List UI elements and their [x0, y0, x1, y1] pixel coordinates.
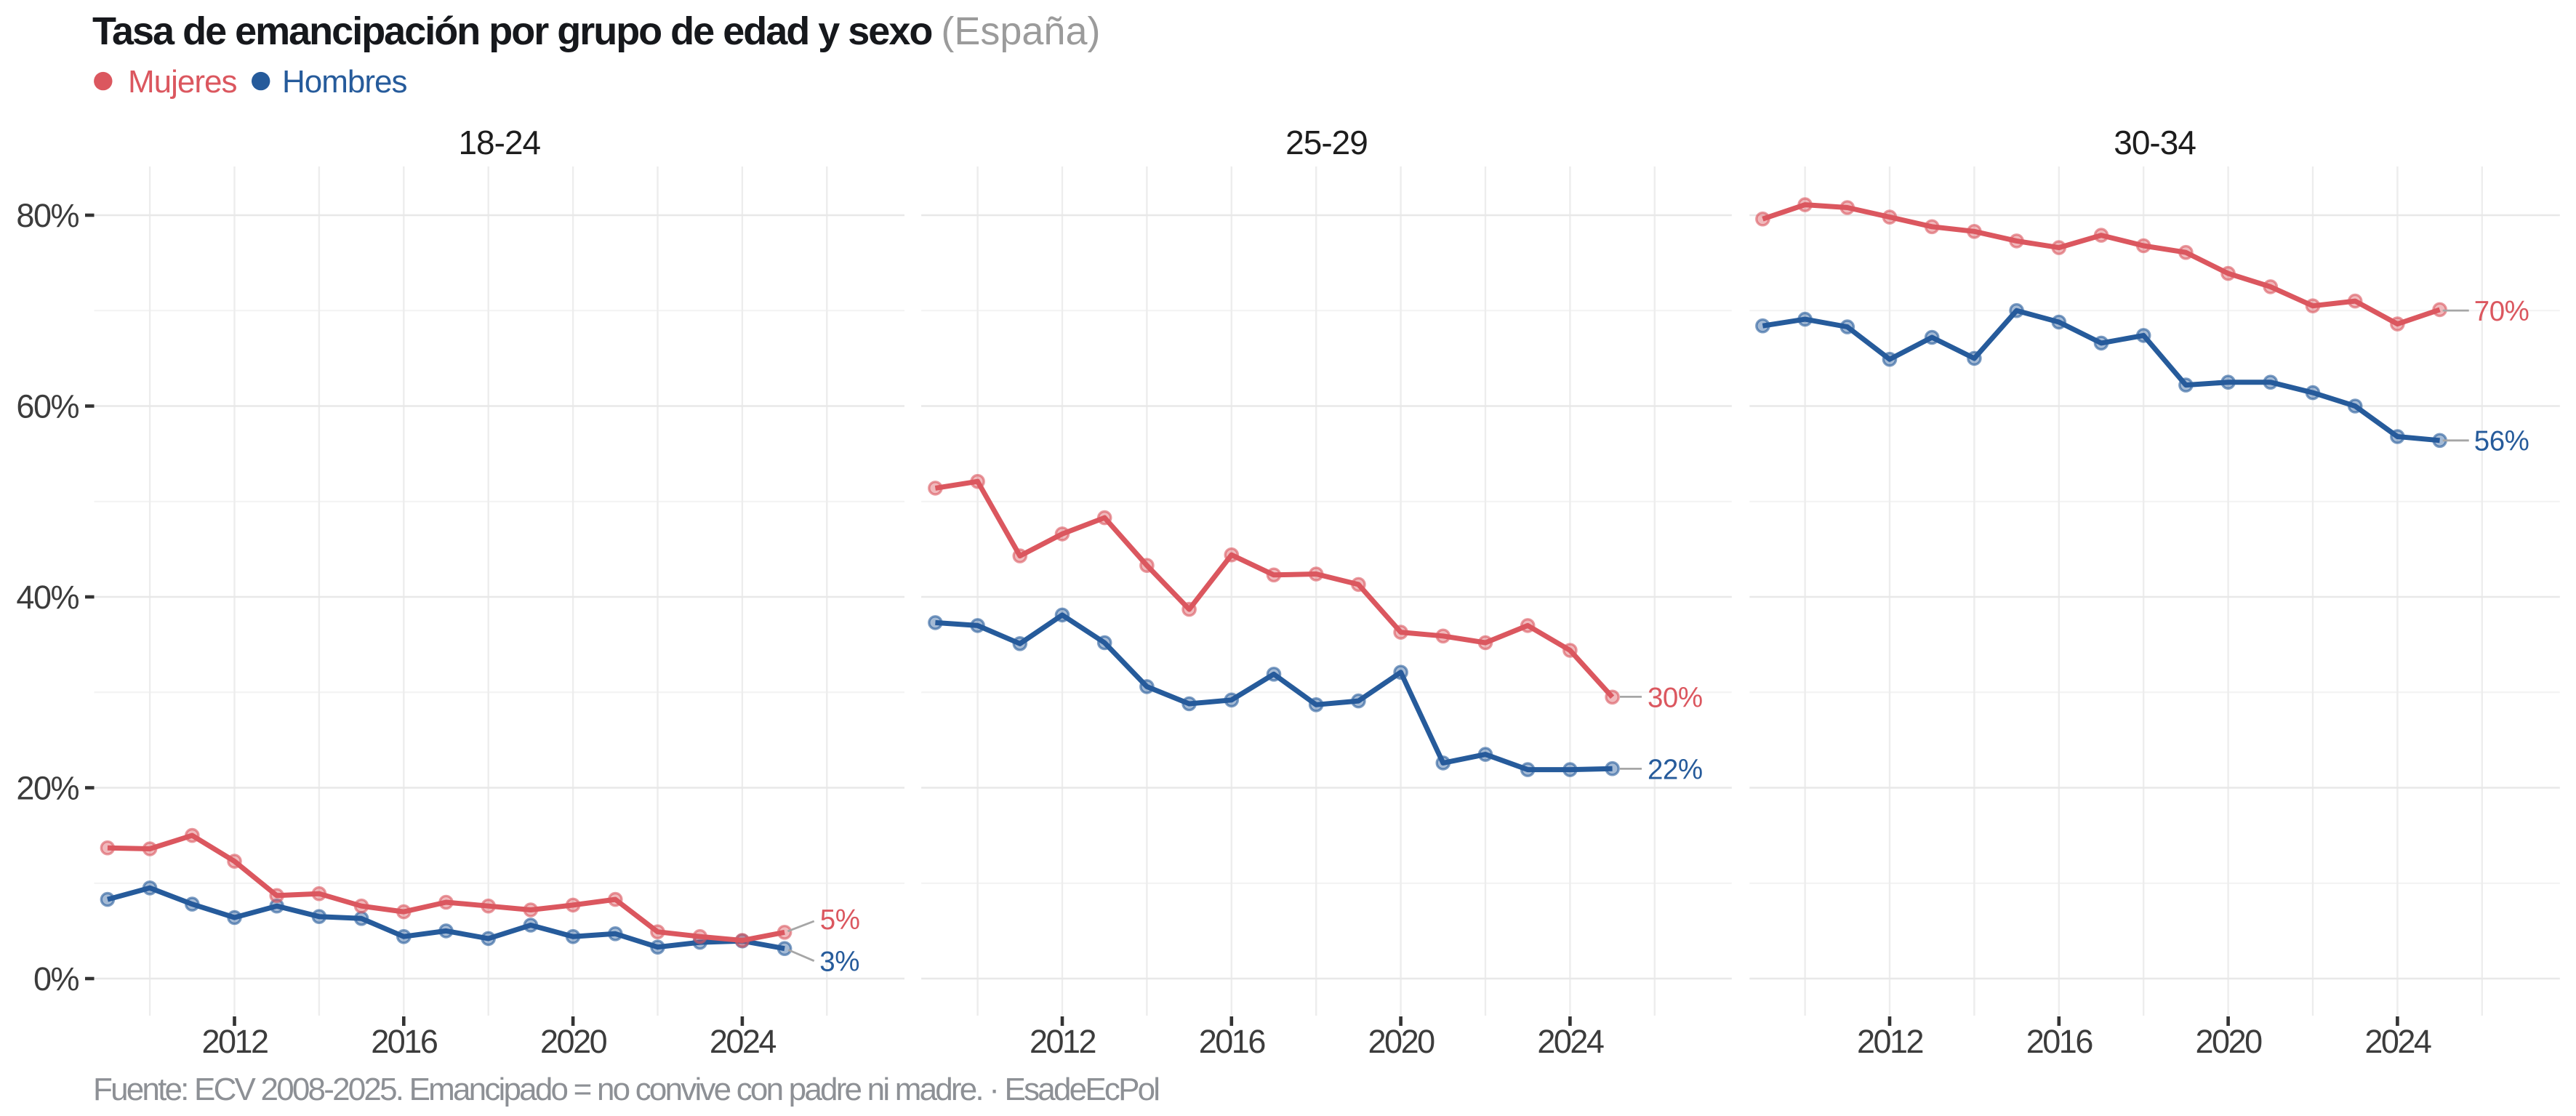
svg-text:2012: 2012	[201, 1023, 268, 1060]
svg-text:2020: 2020	[540, 1023, 607, 1060]
svg-text:70%: 70%	[2474, 296, 2529, 327]
svg-text:Fuente: ECV 2008-2025. Emancip: Fuente: ECV 2008-2025. Emancipado = no c…	[93, 1072, 1158, 1107]
svg-text:0%: 0%	[33, 960, 79, 997]
svg-text:30%: 30%	[1648, 682, 1703, 713]
svg-text:25-29: 25-29	[1285, 124, 1368, 161]
svg-text:2024: 2024	[1537, 1023, 1604, 1060]
svg-text:56%: 56%	[2474, 426, 2529, 457]
svg-text:2012: 2012	[1030, 1023, 1096, 1060]
svg-text:22%: 22%	[1648, 754, 1703, 785]
svg-text:2024: 2024	[710, 1023, 777, 1060]
svg-text:20%: 20%	[16, 770, 79, 807]
svg-text:Mujeres: Mujeres	[128, 64, 237, 100]
svg-text:60%: 60%	[16, 388, 79, 425]
svg-text:3%: 3%	[819, 947, 859, 978]
svg-text:Hombres: Hombres	[282, 64, 407, 100]
svg-text:80%: 80%	[16, 197, 79, 234]
svg-text:2020: 2020	[2196, 1023, 2263, 1060]
svg-text:2020: 2020	[1368, 1023, 1435, 1060]
svg-text:2012: 2012	[1857, 1023, 1923, 1060]
svg-text:Tasa de emancipación por grupo: Tasa de emancipación por grupo de edad y…	[92, 9, 1100, 53]
svg-text:2016: 2016	[2026, 1023, 2093, 1060]
svg-text:2016: 2016	[371, 1023, 438, 1060]
svg-text:5%: 5%	[820, 904, 860, 936]
svg-text:2024: 2024	[2364, 1023, 2431, 1060]
svg-text:30-34: 30-34	[2114, 124, 2196, 161]
svg-text:2016: 2016	[1199, 1023, 1266, 1060]
svg-text:40%: 40%	[16, 579, 79, 616]
svg-text:18-24: 18-24	[458, 124, 540, 161]
